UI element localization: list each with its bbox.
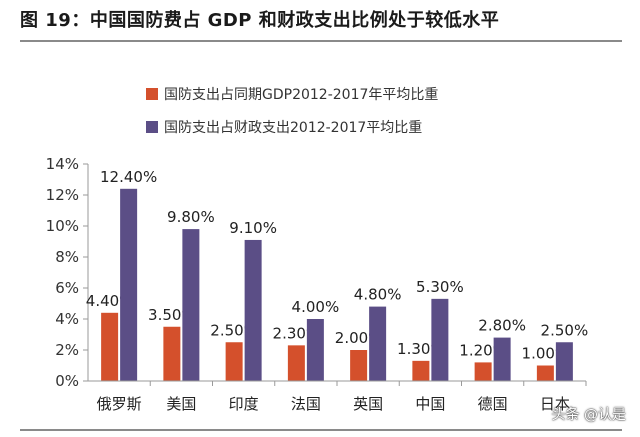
bar-gdp: [101, 312, 119, 381]
legend-label-fiscal: 国防支出占财政支出2012-2017平均比重: [164, 120, 422, 136]
y-tick-label: 0%: [55, 372, 79, 390]
y-axis: 0% 2% 4% 6% 8% 10% 12% 14%: [46, 155, 89, 390]
legend-swatch-fiscal: [146, 121, 158, 133]
bottom-divider: [20, 429, 622, 431]
bar-fiscal: [182, 229, 200, 381]
data-label-fiscal: 4.00%: [292, 298, 340, 316]
data-label-fiscal: 5.30%: [416, 278, 464, 296]
y-tick-label: 14%: [46, 155, 79, 173]
bar-gdp: [350, 350, 368, 381]
category-label: 中国: [415, 395, 445, 413]
legend-swatch-gdp: [146, 88, 158, 100]
bar-gdp: [536, 365, 554, 381]
data-label-fiscal: 9.10%: [229, 219, 277, 237]
y-tick-label: 6%: [55, 279, 79, 297]
y-tick-label: 12%: [46, 186, 79, 204]
category-label: 美国: [166, 395, 196, 413]
y-tick-label: 2%: [55, 341, 79, 359]
category-label: 印度: [229, 395, 259, 413]
bar-fiscal: [493, 337, 511, 381]
y-tick-label: 4%: [55, 310, 79, 328]
data-label-fiscal: 4.80%: [354, 286, 402, 304]
category-label: 法国: [291, 395, 321, 413]
data-label-fiscal: 9.80%: [167, 208, 215, 226]
bar-fiscal: [244, 239, 262, 381]
figure-title: 图 19：中国国防费占 GDP 和财政支出比例处于较低水平: [20, 10, 500, 31]
watermark: 头条 @认是: [551, 407, 626, 423]
bar-gdp: [163, 326, 181, 381]
y-tick-label: 8%: [55, 248, 79, 266]
bar-gdp: [225, 342, 243, 381]
bar-fiscal: [369, 306, 387, 381]
category-label: 英国: [353, 395, 383, 413]
legend-label-gdp: 国防支出占同期GDP2012-2017年平均比重: [164, 87, 438, 103]
bar-fiscal: [555, 342, 573, 381]
bar-fiscal: [120, 188, 138, 381]
category-label: 德国: [478, 395, 508, 413]
x-axis: 俄罗斯 美国 印度 法国 英国 中国 德国 日本: [88, 380, 587, 413]
bars: 4.40%12.40%3.50%9.80%2.50%9.10%2.30%4.00…: [86, 168, 588, 381]
data-label-fiscal: 2.50%: [541, 321, 589, 339]
bar-fiscal: [306, 319, 324, 381]
bar-gdp: [412, 360, 430, 381]
y-tick-label: 10%: [46, 217, 79, 235]
category-label: 日本: [540, 395, 570, 413]
title-divider: [20, 40, 622, 42]
bar-gdp: [474, 362, 492, 381]
data-label-fiscal: 12.40%: [100, 168, 157, 186]
bar-gdp: [287, 345, 305, 381]
legend: 国防支出占同期GDP2012-2017年平均比重 国防支出占财政支出2012-2…: [146, 87, 438, 136]
bar-fiscal: [431, 298, 449, 381]
category-label: 俄罗斯: [97, 395, 142, 413]
data-label-fiscal: 2.80%: [478, 317, 526, 335]
